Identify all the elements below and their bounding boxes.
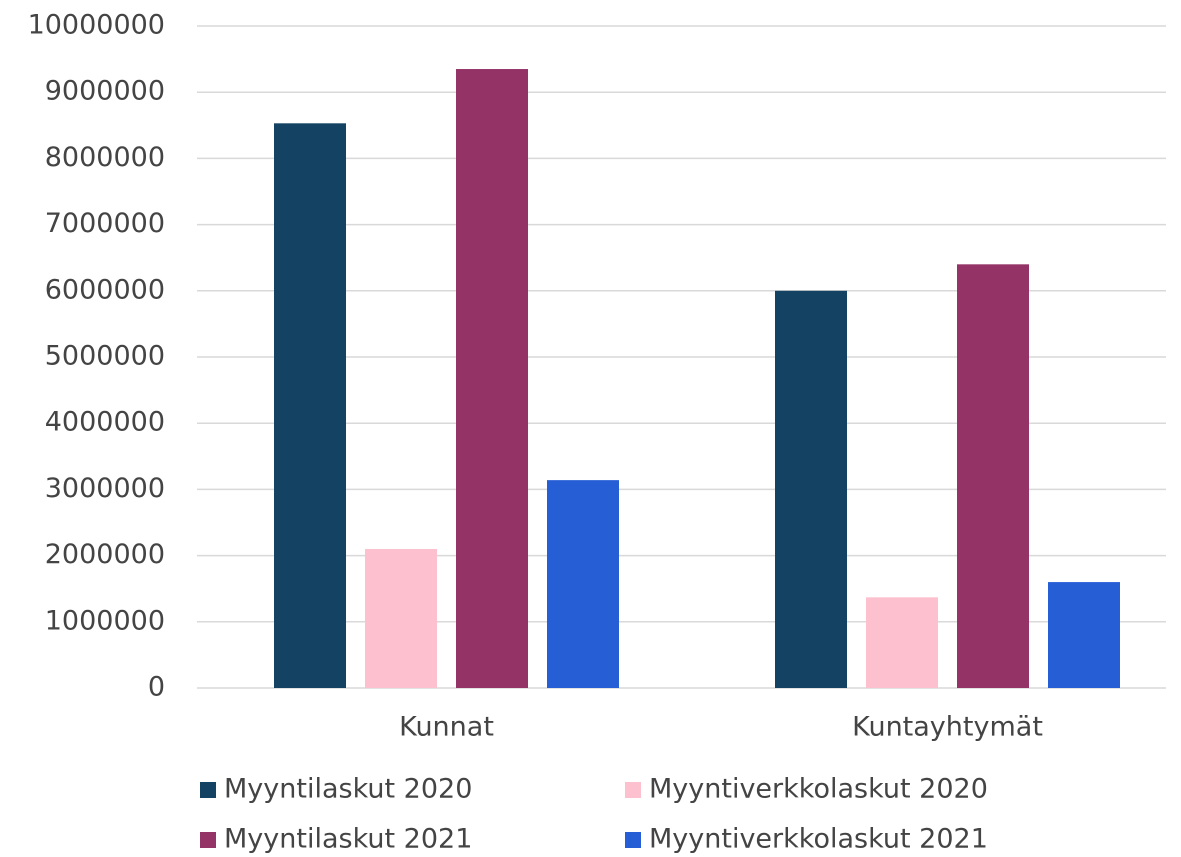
legend-label: Myyntilaskut 2020 [224, 774, 472, 805]
legend-label: Myyntiverkkolaskut 2021 [649, 824, 988, 855]
y-tick-label: 0 [148, 672, 165, 703]
legend-swatch [625, 832, 641, 848]
legend-swatch [200, 832, 216, 848]
legend-swatch [625, 782, 641, 798]
y-tick-label: 7000000 [45, 208, 165, 239]
x-tick-label: Kunnat [399, 712, 494, 743]
legend-swatch [200, 782, 216, 798]
bar [547, 480, 619, 688]
y-tick-label: 3000000 [45, 473, 165, 504]
legend-label: Myyntilaskut 2021 [224, 824, 472, 855]
x-tick-label: Kuntayhtymät [852, 712, 1043, 743]
y-tick-label: 2000000 [45, 539, 165, 570]
y-tick-label: 1000000 [45, 605, 165, 636]
legend-label: Myyntiverkkolaskut 2020 [649, 774, 988, 805]
y-tick-label: 4000000 [45, 407, 165, 438]
bar [1048, 582, 1120, 688]
bar [957, 264, 1029, 688]
y-tick-label: 8000000 [45, 142, 165, 173]
bar [866, 597, 938, 688]
y-tick-label: 9000000 [45, 76, 165, 107]
y-tick-label: 6000000 [45, 274, 165, 305]
y-tick-label: 10000000 [28, 10, 165, 41]
bar [775, 290, 847, 688]
y-tick-label: 5000000 [45, 341, 165, 372]
bar [365, 548, 437, 688]
bar [456, 69, 528, 688]
bar [274, 123, 346, 688]
